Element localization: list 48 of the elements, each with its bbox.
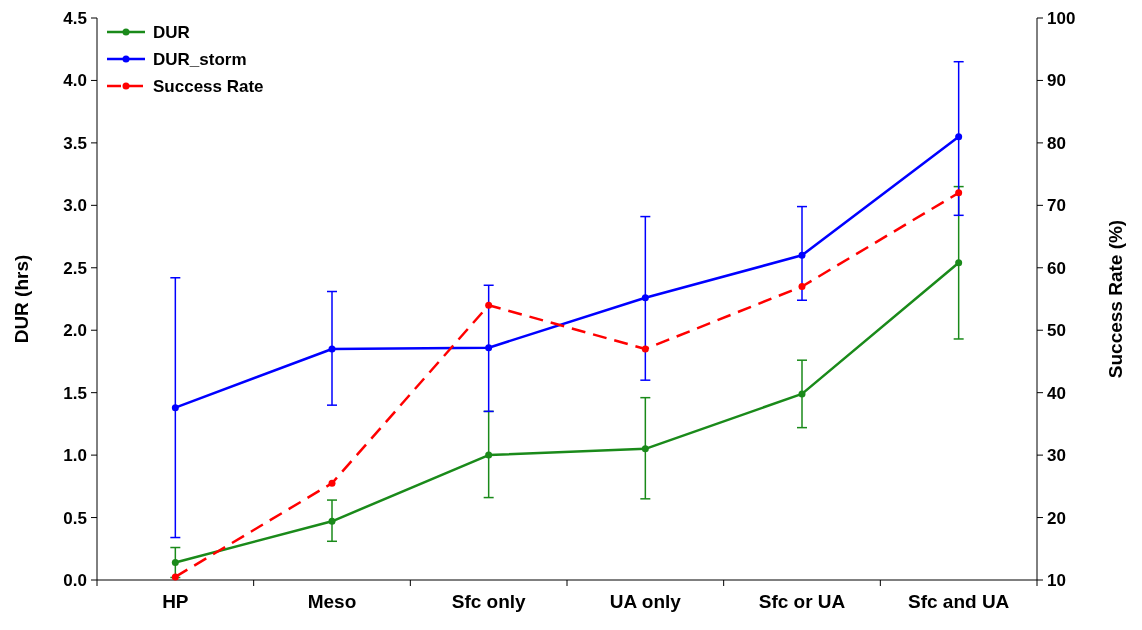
y-tick-label: 0.0 — [63, 570, 87, 590]
y2-axis-title: Success Rate (%) — [1105, 219, 1126, 379]
y2-tick-label: 70 — [1047, 196, 1066, 216]
y-tick-label: 1.0 — [63, 446, 87, 466]
legend-label: DUR — [153, 22, 190, 42]
y-tick-label: 3.0 — [63, 196, 87, 216]
point — [328, 345, 336, 353]
point — [798, 283, 806, 291]
point — [485, 301, 493, 309]
y-tick-label: 2.5 — [63, 258, 87, 278]
y2-tick-label: 40 — [1047, 383, 1066, 403]
x-tick-label: Sfc only — [451, 591, 527, 612]
point — [171, 559, 179, 567]
point — [955, 259, 963, 267]
y2-tick-label: 60 — [1047, 258, 1066, 278]
point — [641, 294, 649, 302]
point — [485, 344, 493, 352]
legend-label: Success Rate — [153, 76, 264, 96]
y2-tick-label: 10 — [1047, 570, 1066, 590]
point — [955, 133, 963, 141]
x-tick-label: UA only — [609, 591, 682, 612]
y-tick-label: 4.5 — [63, 8, 87, 28]
point — [955, 189, 963, 197]
point — [328, 479, 336, 487]
point — [485, 451, 493, 459]
point — [328, 517, 336, 525]
point — [798, 251, 806, 259]
x-tick-label: HP — [162, 591, 189, 612]
x-tick-label: Meso — [307, 591, 357, 612]
y-tick-label: 4.0 — [63, 71, 87, 91]
legend-label: DUR_storm — [153, 49, 247, 69]
point — [641, 345, 649, 353]
y2-tick-label: 20 — [1047, 508, 1066, 528]
y-tick-label: 1.5 — [63, 383, 87, 403]
point — [798, 390, 806, 398]
point — [641, 445, 649, 453]
y-tick-label: 3.5 — [63, 133, 87, 153]
x-tick-label: Sfc and UA — [907, 591, 1010, 612]
point — [171, 404, 179, 412]
y2-tick-label: 100 — [1047, 8, 1076, 28]
x-tick-label: Sfc or UA — [758, 591, 846, 612]
y2-tick-label: 30 — [1047, 446, 1066, 466]
y-tick-label: 2.0 — [63, 321, 87, 341]
y2-tick-label: 80 — [1047, 133, 1066, 153]
y-tick-label: 0.5 — [63, 508, 87, 528]
y-axis-title: DUR (hrs) — [11, 254, 32, 344]
y2-tick-label: 90 — [1047, 71, 1066, 91]
y2-tick-label: 50 — [1047, 321, 1066, 341]
